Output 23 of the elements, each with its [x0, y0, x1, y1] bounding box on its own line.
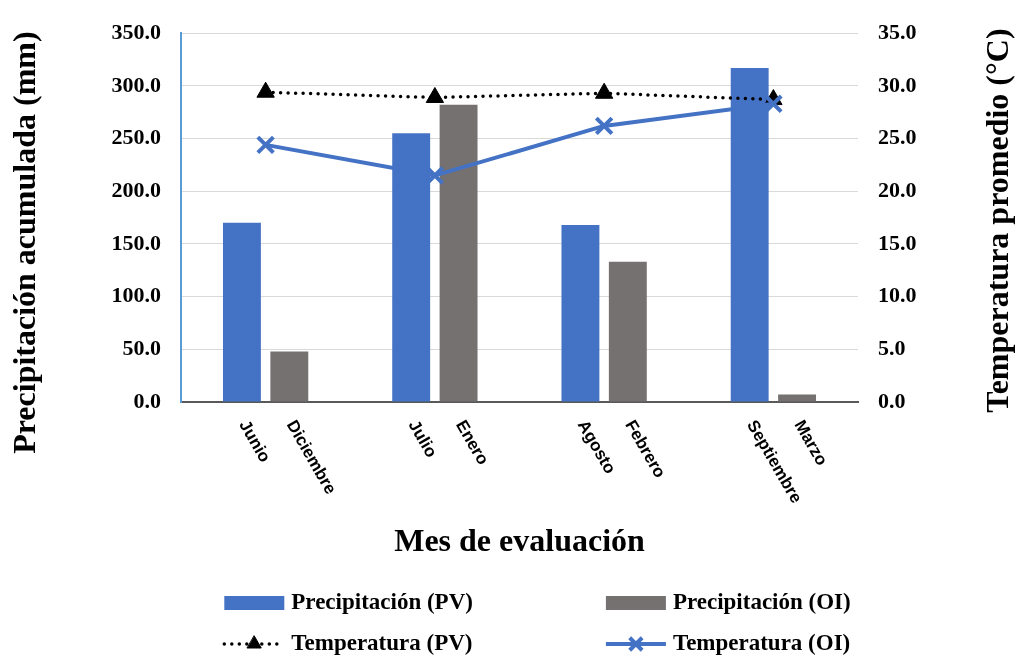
y-tick-label: 250.0 [111, 124, 161, 150]
y-tick-label: 350.0 [111, 18, 161, 44]
y-tick-label: 50.0 [122, 335, 161, 360]
y2-tick-label: 35.0 [878, 18, 917, 44]
y-tick-label: 100.0 [111, 282, 161, 308]
y2-tick-label: 20.0 [878, 176, 917, 202]
y-tick-label: 0.0 [133, 387, 161, 413]
legend-label: Temperatura (OI) [672, 629, 851, 655]
y2-tick-label: 0.0 [878, 387, 906, 413]
y2-tick-label: 15.0 [878, 229, 917, 255]
legend-label: Temperatura (PV) [291, 629, 473, 655]
y2-tick-label: 30.0 [878, 71, 917, 97]
x-axis-title: Mes de evaluación [394, 522, 646, 559]
y2-tick-label: 25.0 [878, 124, 917, 150]
y-tick-label: 200.0 [111, 176, 161, 202]
y-tick-label: 300.0 [111, 71, 161, 97]
y2-tick-label: 5.0 [878, 335, 906, 360]
y-axis-title: Precipitación acumulada (mm) [6, 31, 43, 454]
legend-label: Precipitación (PV) [291, 588, 473, 614]
y2-axis-title: Temperatura promedio (°C) [979, 28, 1016, 413]
y-tick-label: 150.0 [111, 229, 161, 255]
legend-label: Precipitación (OI) [672, 588, 851, 614]
y2-tick-label: 10.0 [878, 282, 917, 308]
